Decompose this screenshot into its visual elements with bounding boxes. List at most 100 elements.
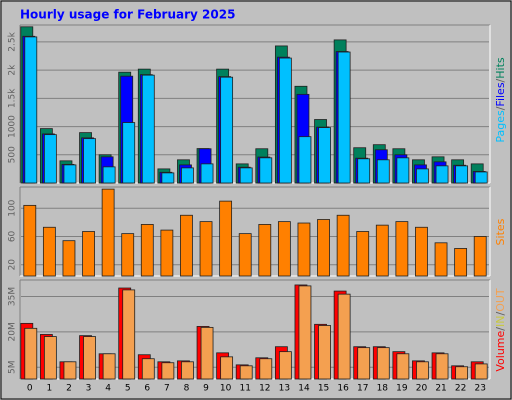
x-tick-label: 2 xyxy=(66,384,72,394)
legend-entry: Hits xyxy=(494,57,507,79)
x-tick-label: 19 xyxy=(396,384,408,394)
x-tick-label: 11 xyxy=(239,384,250,394)
bar xyxy=(161,172,175,184)
bar xyxy=(396,353,410,380)
legend-entry: Volume xyxy=(494,330,507,371)
bar xyxy=(141,358,155,380)
bar xyxy=(200,163,214,184)
y-tick-label: 20 xyxy=(8,259,18,271)
x-tick-label: 1 xyxy=(47,384,53,394)
bar xyxy=(395,221,409,277)
bar xyxy=(82,231,95,277)
bar xyxy=(83,138,96,184)
bar xyxy=(101,188,115,277)
bar xyxy=(239,365,253,380)
bar xyxy=(102,353,116,380)
bar xyxy=(102,166,116,184)
x-tick-label: 6 xyxy=(144,384,150,394)
bar xyxy=(434,242,448,277)
legend-separator: / xyxy=(494,327,507,331)
x-tick-label: 21 xyxy=(435,384,446,394)
bar xyxy=(259,358,273,380)
y-tick-label: 20M xyxy=(8,322,18,341)
x-tick-label: 13 xyxy=(279,384,290,394)
bar xyxy=(219,200,233,277)
bar xyxy=(43,336,57,380)
bar xyxy=(435,165,449,184)
x-tick-label: 3 xyxy=(86,384,92,394)
bar xyxy=(42,226,56,277)
y-tick-label: 100 xyxy=(8,199,18,216)
y-tick-label: 2k xyxy=(8,64,18,76)
x-tick-label: 23 xyxy=(474,384,485,394)
bar xyxy=(474,363,488,380)
chart-title: Hourly usage for February 2025 xyxy=(20,8,235,22)
bar xyxy=(455,165,469,184)
y-tick-label: 60 xyxy=(8,230,18,242)
y-tick-label: 5M xyxy=(8,360,18,374)
bar xyxy=(298,285,312,380)
x-tick-label: 16 xyxy=(337,384,349,394)
bar xyxy=(24,327,38,380)
bar xyxy=(161,362,175,380)
bar xyxy=(63,164,77,184)
bar xyxy=(141,74,155,184)
bar xyxy=(318,325,331,380)
bar xyxy=(336,214,350,277)
bar xyxy=(455,366,469,380)
bar xyxy=(278,351,292,380)
bar xyxy=(376,347,390,380)
bar xyxy=(220,356,234,380)
bar xyxy=(415,226,428,277)
legend: Sites xyxy=(494,218,507,245)
bar xyxy=(83,336,96,380)
bar xyxy=(181,361,194,380)
bar xyxy=(474,171,488,184)
bar xyxy=(63,361,77,380)
x-tick-label: 0 xyxy=(27,384,33,394)
x-tick-label: 10 xyxy=(220,384,232,394)
x-tick-label: 20 xyxy=(416,384,428,394)
legend-separator: / xyxy=(494,312,507,316)
legend-entry: Sites xyxy=(494,218,507,245)
legend-entry: OUT xyxy=(494,288,507,312)
bar xyxy=(122,122,136,184)
x-tick-label: 15 xyxy=(318,384,329,394)
bar xyxy=(356,231,370,277)
x-tick-label: 9 xyxy=(203,384,209,394)
y-tick-label: 500 xyxy=(8,146,18,163)
bar xyxy=(277,221,291,277)
bar xyxy=(199,221,213,277)
bar xyxy=(180,214,193,277)
bar xyxy=(473,236,487,277)
bar xyxy=(416,361,429,380)
bar xyxy=(122,289,136,380)
bar xyxy=(318,127,331,184)
legend: Volume/IN/OUT xyxy=(494,288,507,372)
bar xyxy=(258,224,272,277)
bar xyxy=(259,157,273,184)
legend-separator: / xyxy=(494,106,507,110)
bar xyxy=(376,159,390,184)
bar xyxy=(278,57,292,184)
y-tick-label: 2.5k xyxy=(8,31,18,51)
bar xyxy=(375,224,389,277)
x-tick-label: 17 xyxy=(357,384,368,394)
legend-entry: IN xyxy=(494,316,507,327)
bar xyxy=(62,240,76,277)
bar xyxy=(454,248,468,277)
bar xyxy=(23,204,37,277)
bar xyxy=(220,76,234,184)
x-tick-label: 4 xyxy=(105,384,111,394)
bar xyxy=(140,224,154,277)
bar xyxy=(121,233,135,277)
x-tick-label: 18 xyxy=(377,384,389,394)
bar xyxy=(317,219,330,277)
bar xyxy=(416,168,429,184)
legend-separator: / xyxy=(494,78,507,82)
y-tick-label: 35M xyxy=(8,287,18,306)
bar xyxy=(238,233,252,277)
